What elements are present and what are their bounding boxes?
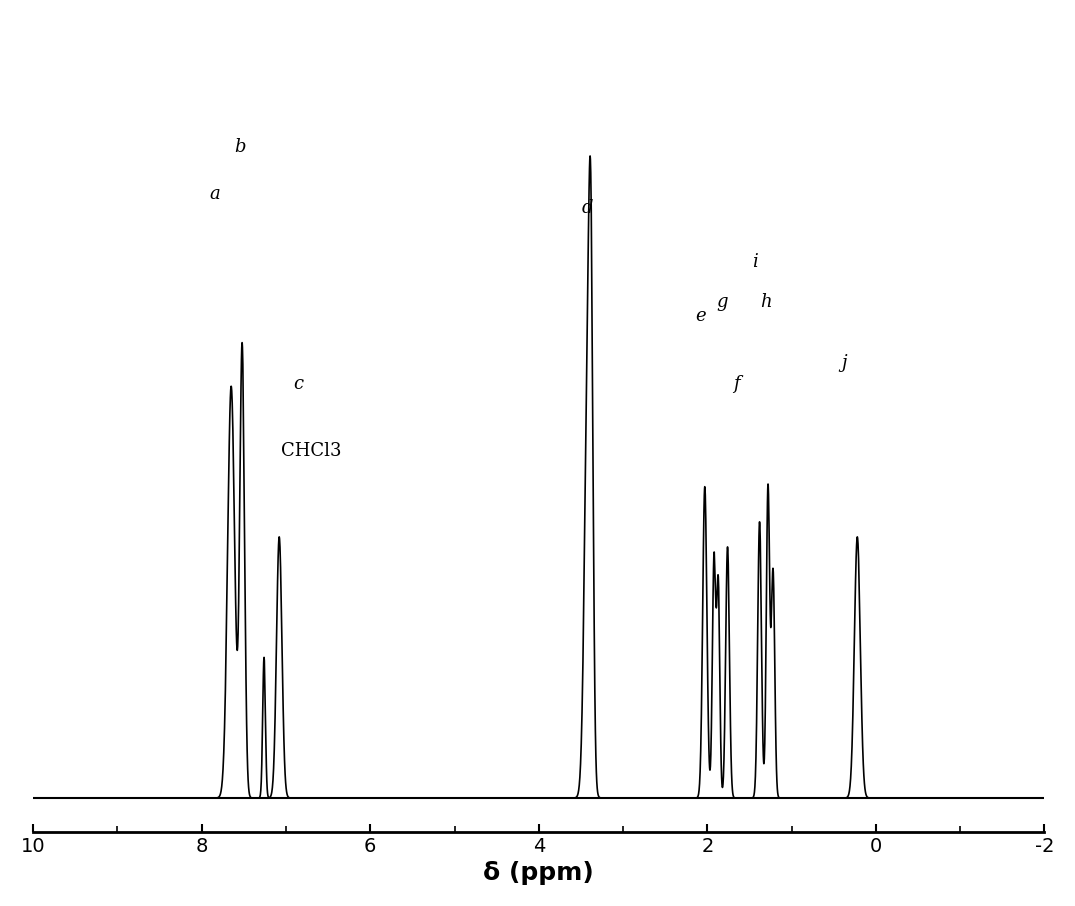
Text: e: e [696,307,706,325]
Text: b: b [234,138,245,156]
X-axis label: δ (ppm): δ (ppm) [484,862,594,885]
Text: j: j [841,354,847,372]
Text: a: a [209,186,219,203]
Text: h: h [760,294,772,312]
Text: CHCl3: CHCl3 [281,442,342,460]
Text: i: i [752,253,758,271]
Text: g: g [717,294,728,312]
Text: f: f [733,374,740,392]
Text: d: d [582,198,593,217]
Text: c: c [293,374,303,392]
